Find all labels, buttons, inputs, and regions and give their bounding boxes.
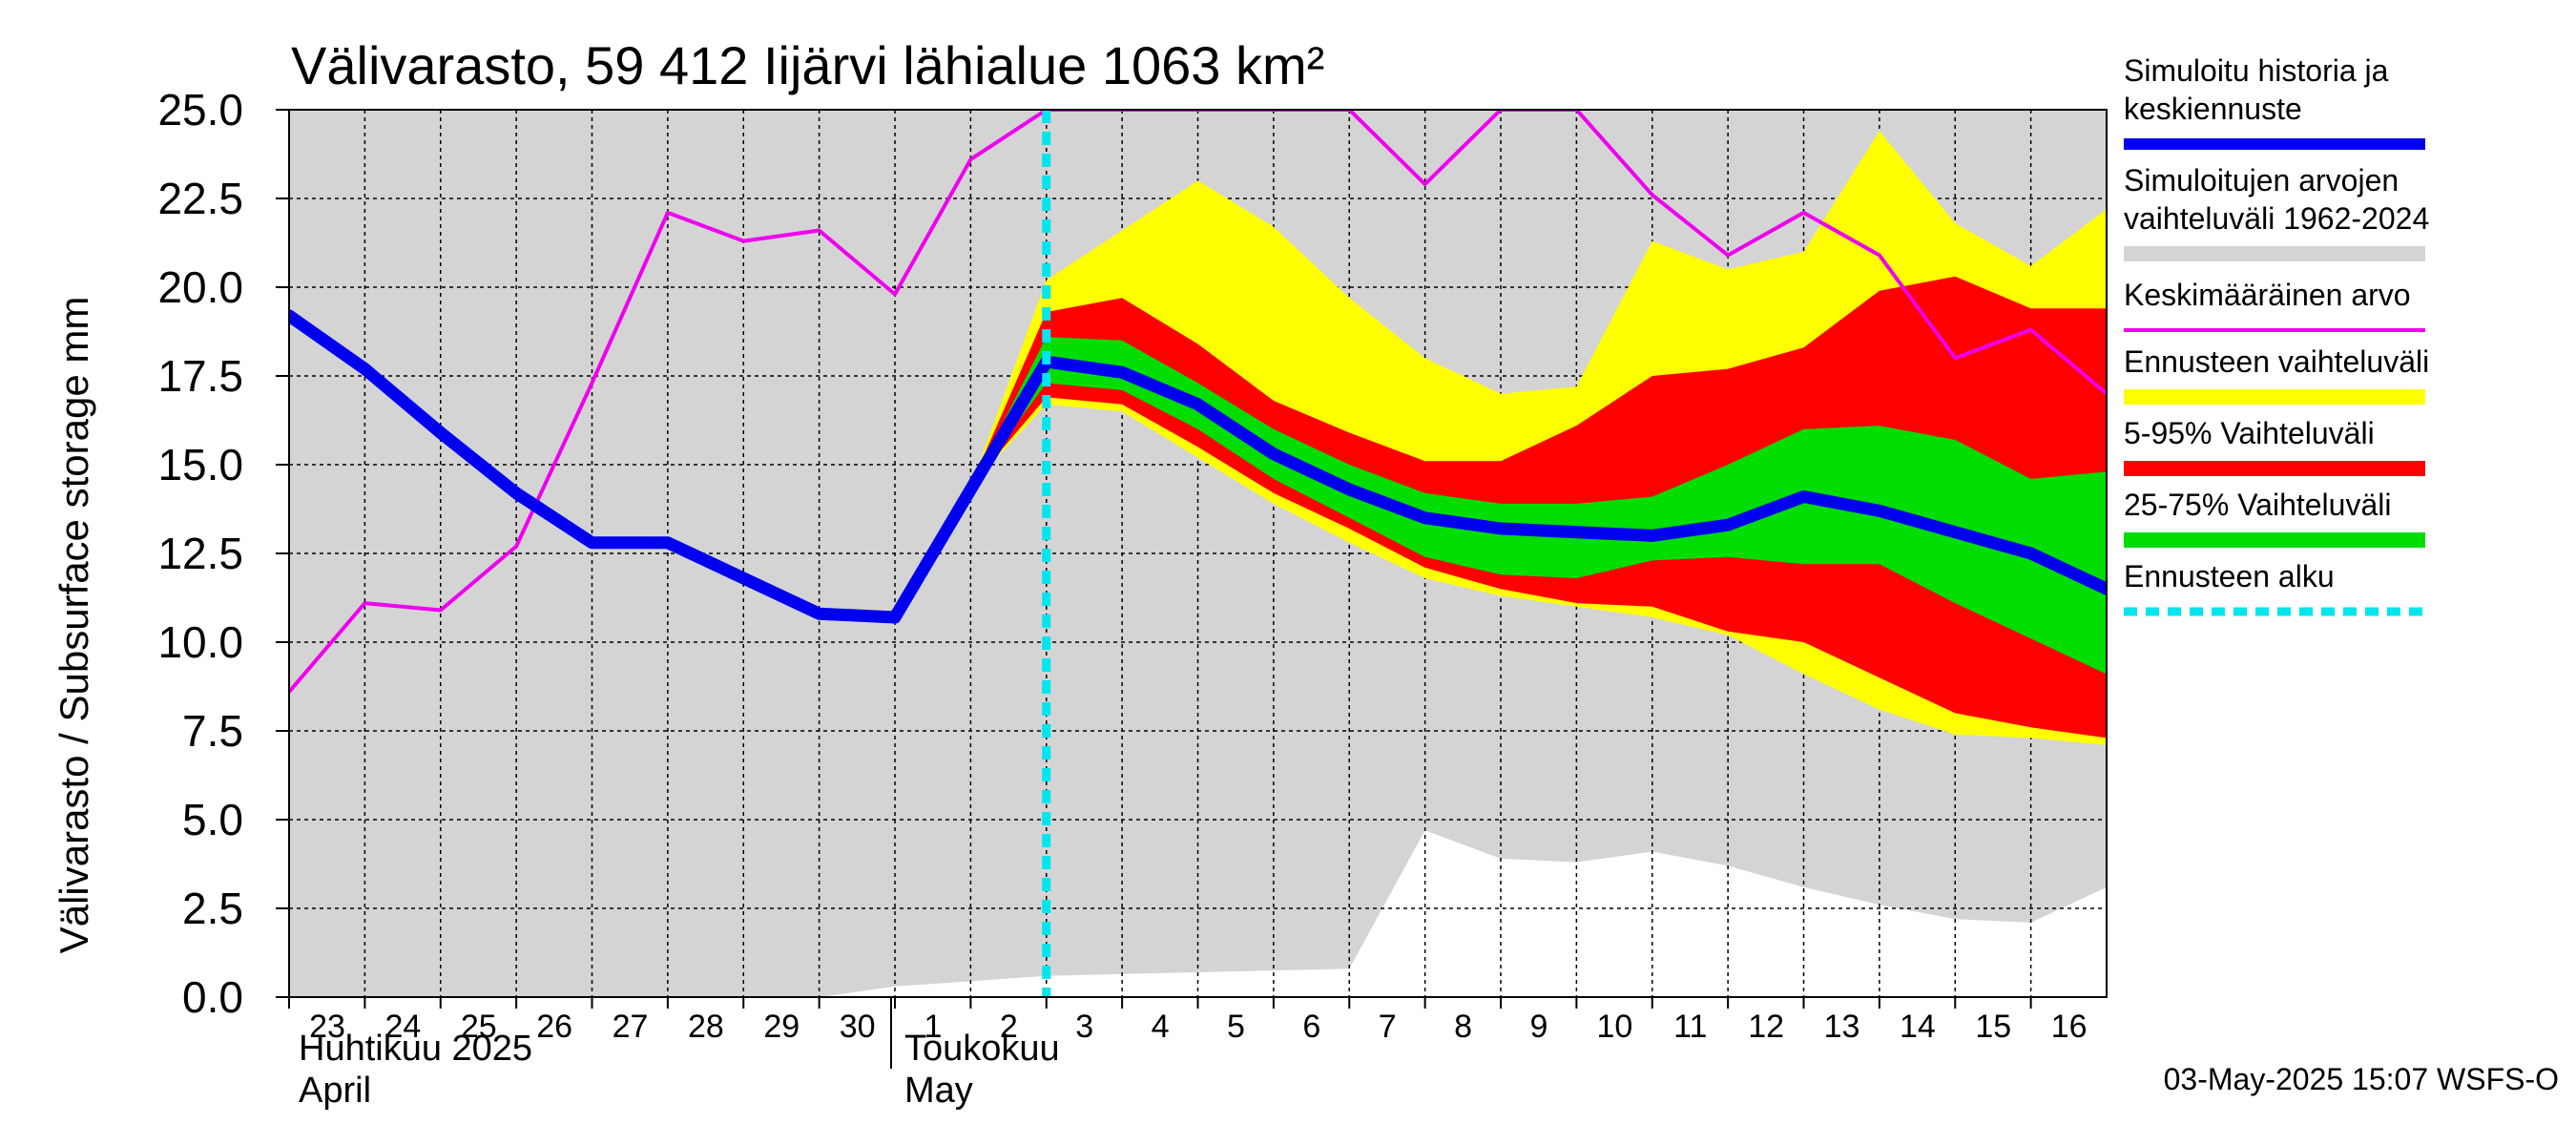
y-tick-label: 5.0 — [182, 795, 243, 844]
legend-label-fc_start: Ennusteen alku — [2124, 559, 2335, 593]
legend-label-fc_range: Ennusteen vaihteluväli — [2124, 344, 2429, 379]
y-tick-label: 10.0 — [157, 617, 243, 667]
legend-swatch-p25_75 — [2124, 532, 2425, 548]
plot-area — [288, 109, 2108, 998]
legend-swatch-p5_95 — [2124, 461, 2425, 476]
y-tick-label: 0.0 — [182, 972, 243, 1022]
legend-label-range_hist: vaihteluväli 1962-2024 — [2124, 201, 2429, 236]
y-tick-label: 22.5 — [157, 174, 243, 223]
chart-title: Välivarasto, 59 412 Iijärvi lähialue 106… — [291, 35, 1324, 95]
month-label-fi: Huhtikuu 2025 — [299, 1029, 532, 1069]
x-tick-label: 23 — [309, 1009, 345, 1045]
legend-label-mean: Keskimääräinen arvo — [2124, 278, 2411, 312]
y-tick-label: 2.5 — [182, 884, 243, 933]
x-tick-label: 13 — [1824, 1009, 1860, 1045]
legend-label-history: keskiennuste — [2124, 92, 2302, 126]
x-tick-label: 26 — [536, 1009, 572, 1045]
legend-label-range_hist: Simuloitujen arvojen — [2124, 163, 2399, 198]
x-tick-label: 28 — [688, 1009, 724, 1045]
month-label-en: April — [299, 1071, 371, 1111]
series-history — [289, 309, 2107, 624]
x-tick-label: 6 — [1302, 1009, 1320, 1045]
legend-label-p5_95: 5-95% Vaihteluväli — [2124, 416, 2375, 450]
month-label-fi: Toukokuu — [904, 1029, 1060, 1069]
x-axis-ticks: 23 24 25 26 27 28 29 30 1 2 3 4 5 6 7 8 9 10 11 12 13 14 15 16H… — [288, 997, 2088, 1111]
y-tick-label: 15.0 — [157, 440, 243, 489]
x-tick-label: 9 — [1530, 1009, 1548, 1045]
x-tick-label: 14 — [1900, 1009, 1936, 1045]
y-axis-label: Välivarasto / Subsurface storage mm — [52, 297, 96, 954]
y-axis-ticks: 0.0 2.5 5.0 7.5 10.0 12.5 15.0 17.5 20.0 22.5 25.0 — [157, 85, 289, 1022]
legend-label-history: Simuloitu historia ja — [2124, 53, 2389, 88]
legend-swatch-range_hist — [2124, 246, 2425, 261]
y-tick-label: 7.5 — [182, 706, 243, 756]
x-tick-label: 15 — [1975, 1009, 2011, 1045]
x-tick-label: 2 — [1000, 1009, 1018, 1045]
x-tick-label: 29 — [763, 1009, 800, 1045]
x-tick-label: 7 — [1379, 1009, 1397, 1045]
x-tick-label: 12 — [1748, 1009, 1784, 1045]
x-tick-label: 8 — [1454, 1009, 1472, 1045]
month-label-en: May — [904, 1071, 973, 1111]
y-tick-label: 25.0 — [157, 85, 243, 135]
y-tick-label: 12.5 — [157, 529, 243, 578]
x-tick-label: 5 — [1227, 1009, 1245, 1045]
x-tick-label: 16 — [2051, 1009, 2088, 1045]
x-tick-label: 10 — [1596, 1009, 1632, 1045]
band-25-75 — [970, 337, 2107, 675]
x-tick-label: 11 — [1673, 1009, 1707, 1045]
x-tick-label: 1 — [924, 1009, 943, 1045]
x-tick-label: 27 — [613, 1009, 649, 1045]
x-tick-label: 24 — [384, 1009, 421, 1045]
legend-label-p25_75: 25-75% Vaihteluväli — [2124, 488, 2391, 522]
series-mean — [289, 110, 2107, 695]
x-tick-label: 25 — [461, 1009, 497, 1045]
y-tick-label: 20.0 — [157, 262, 243, 312]
legend: Simuloitu historia ja keskiennuste Simuloi… — [2124, 53, 2429, 616]
y-tick-label: 17.5 — [157, 351, 243, 401]
x-tick-label: 30 — [840, 1009, 876, 1045]
x-tick-label: 3 — [1075, 1009, 1093, 1045]
x-tick-label: 4 — [1152, 1009, 1170, 1045]
footer-timestamp: 03-May-2025 15:07 WSFS-O — [2164, 1062, 2559, 1096]
legend-swatch-fc_range — [2124, 389, 2425, 405]
